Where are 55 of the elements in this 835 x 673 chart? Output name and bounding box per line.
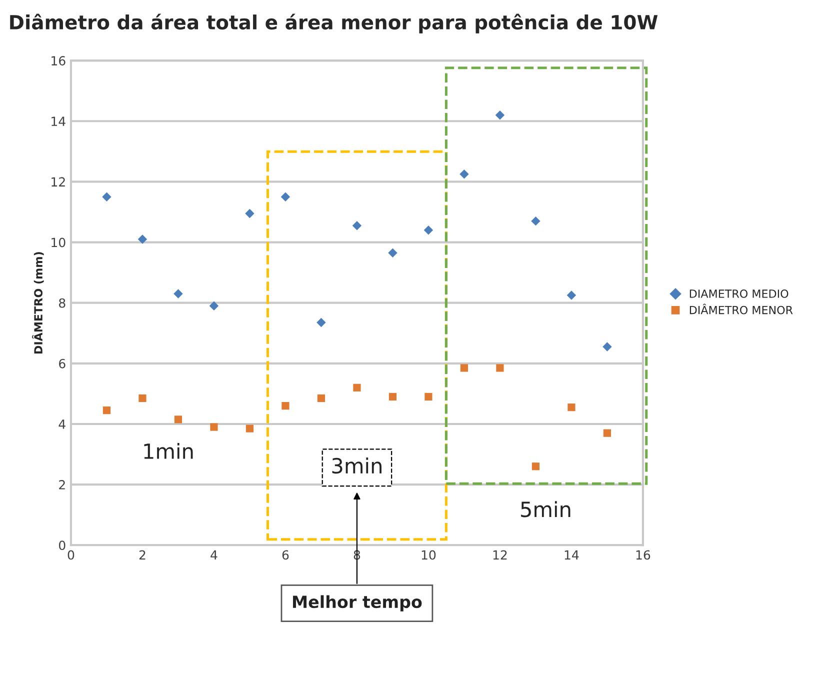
point (102, 192, 112, 202)
point (424, 392, 432, 401)
x-tick-label: 16 (636, 550, 650, 560)
y-tick-label: 16 (52, 56, 66, 66)
point (316, 318, 326, 328)
text: Melhor tempo (293, 595, 422, 612)
y-tick-label: 4 (58, 420, 66, 429)
x-tick-label: 0 (68, 550, 74, 560)
point (602, 342, 612, 352)
legend-label: DIAMETRO MEDIO (690, 290, 788, 298)
point (353, 384, 361, 392)
point (566, 290, 576, 300)
point (174, 289, 183, 298)
point (280, 192, 290, 202)
x-tick-label: 10 (422, 550, 436, 560)
y-axis-title: DIÂMETRO (mm) (32, 252, 44, 354)
y-tick-label: 8 (59, 298, 66, 308)
point (388, 248, 398, 258)
point (496, 364, 504, 372)
annotation: 3min (332, 458, 382, 474)
point (138, 394, 146, 402)
point (460, 170, 469, 179)
chart-title: Diâmetro da área total e área menor para potência de 10W (10, 14, 658, 34)
x-tick-label: 2 (139, 550, 146, 560)
y-tick-label: 2 (59, 480, 65, 490)
point (210, 423, 218, 431)
point (138, 234, 148, 244)
point (352, 221, 362, 230)
point (603, 429, 612, 437)
point (246, 424, 254, 432)
point (460, 364, 468, 372)
legend-label: DIÂMETRO MENOR (690, 304, 793, 314)
point (209, 301, 219, 310)
y-tick-label: 10 (52, 238, 66, 248)
y-tick-label: 6 (59, 358, 66, 368)
annotation: 1min (144, 442, 193, 459)
y-tick-label: 12 (52, 177, 65, 186)
point (317, 394, 326, 402)
x-tick-label: 6 (282, 550, 289, 560)
point (531, 216, 540, 226)
point (495, 110, 505, 120)
annotation: 5min (521, 501, 570, 518)
point (282, 402, 290, 410)
point (532, 462, 540, 470)
x-tick-label: 14 (564, 550, 579, 560)
y-tick-label: 14 (52, 116, 66, 126)
point (568, 404, 576, 412)
x-tick-label: 12 (493, 550, 507, 560)
point (174, 416, 182, 424)
point (245, 208, 254, 218)
point (388, 392, 397, 401)
y-tick-label: 0 (58, 540, 66, 550)
point (424, 226, 434, 235)
point (102, 406, 111, 414)
x-tick-label: 4 (210, 550, 218, 560)
